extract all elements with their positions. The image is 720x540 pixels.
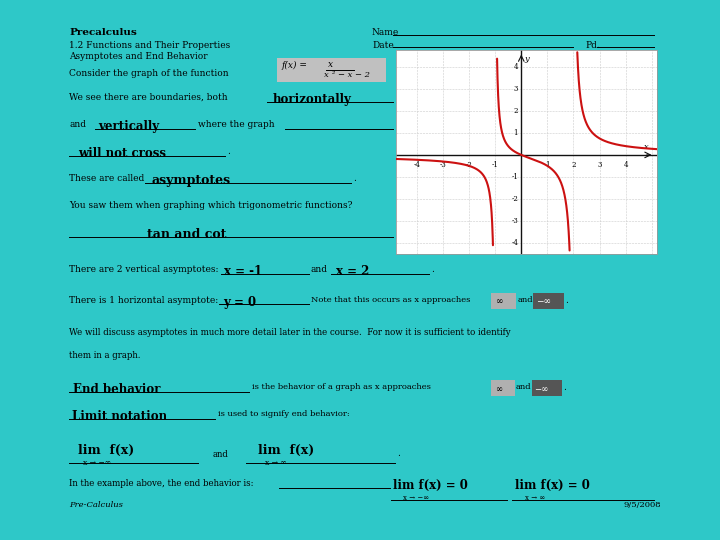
Text: 1.2 Functions and Their Properties: 1.2 Functions and Their Properties bbox=[69, 40, 230, 50]
Text: End behavior: End behavior bbox=[73, 383, 161, 396]
Text: ∞: ∞ bbox=[495, 298, 503, 307]
Text: ∞: ∞ bbox=[495, 384, 502, 394]
Text: Pd.: Pd. bbox=[585, 40, 600, 50]
Text: There is 1 horizontal asymptote:: There is 1 horizontal asymptote: bbox=[69, 295, 218, 305]
Text: x → −∞: x → −∞ bbox=[83, 460, 111, 467]
Text: -2: -2 bbox=[511, 195, 518, 203]
Text: x: x bbox=[324, 71, 329, 79]
Text: x = 2: x = 2 bbox=[336, 265, 369, 278]
Text: is the behavior of a graph as x approaches: is the behavior of a graph as x approach… bbox=[252, 383, 431, 391]
Text: x → ∞: x → ∞ bbox=[525, 494, 545, 502]
Text: 4: 4 bbox=[624, 161, 628, 170]
Text: 1: 1 bbox=[545, 161, 549, 170]
Text: Pre-Calculus: Pre-Calculus bbox=[69, 501, 123, 509]
Text: x → −∞: x → −∞ bbox=[403, 494, 429, 502]
FancyBboxPatch shape bbox=[533, 293, 564, 309]
Text: .: . bbox=[565, 295, 568, 305]
Text: 3: 3 bbox=[514, 85, 518, 93]
Text: Asymptotes and End Behavior: Asymptotes and End Behavior bbox=[69, 52, 207, 62]
Text: tan and cot: tan and cot bbox=[147, 228, 226, 241]
Text: Precalculus: Precalculus bbox=[69, 29, 137, 37]
Text: 2: 2 bbox=[571, 161, 576, 170]
Text: ² − x − 2: ² − x − 2 bbox=[332, 71, 370, 79]
Text: Date: Date bbox=[372, 40, 394, 50]
Text: Limit notation: Limit notation bbox=[72, 410, 167, 423]
FancyBboxPatch shape bbox=[277, 58, 386, 82]
Text: You saw them when graphing which trigonometric functions?: You saw them when graphing which trigono… bbox=[69, 201, 352, 210]
Text: and: and bbox=[516, 383, 531, 391]
Text: .: . bbox=[431, 265, 433, 274]
Text: them in a graph.: them in a graph. bbox=[69, 351, 140, 360]
Text: −∞: −∞ bbox=[534, 384, 549, 394]
Text: and: and bbox=[213, 449, 229, 458]
Text: 2: 2 bbox=[513, 107, 518, 115]
Text: -1: -1 bbox=[492, 161, 499, 170]
Text: -2: -2 bbox=[466, 161, 472, 170]
Text: y: y bbox=[524, 55, 529, 63]
Text: In the example above, the end behavior is:: In the example above, the end behavior i… bbox=[69, 479, 253, 488]
Text: where the graph: where the graph bbox=[198, 120, 274, 129]
Text: f(x) =: f(x) = bbox=[282, 61, 308, 70]
FancyBboxPatch shape bbox=[531, 380, 562, 396]
Text: is used to signify end behavior:: is used to signify end behavior: bbox=[218, 410, 349, 418]
Text: 4: 4 bbox=[513, 63, 518, 71]
Text: −∞: −∞ bbox=[536, 298, 551, 307]
Text: .: . bbox=[397, 449, 400, 457]
Text: x = -1: x = -1 bbox=[225, 265, 263, 278]
Text: -4: -4 bbox=[511, 239, 518, 247]
Text: x: x bbox=[644, 143, 649, 151]
Text: lim  f(x): lim f(x) bbox=[258, 444, 314, 457]
Text: and: and bbox=[311, 265, 328, 274]
Text: 1: 1 bbox=[513, 129, 518, 137]
Text: -1: -1 bbox=[511, 173, 518, 181]
Text: lim f(x) = 0: lim f(x) = 0 bbox=[393, 479, 468, 492]
Text: 9/5/2008: 9/5/2008 bbox=[624, 501, 662, 509]
Text: lim  f(x): lim f(x) bbox=[78, 444, 134, 457]
Text: -4: -4 bbox=[413, 161, 420, 170]
Text: 3: 3 bbox=[598, 161, 602, 170]
FancyBboxPatch shape bbox=[491, 380, 515, 396]
Text: We will discuss asymptotes in much more detail later in the course.  For now it : We will discuss asymptotes in much more … bbox=[69, 327, 510, 336]
Text: There are 2 vertical asymptotes:: There are 2 vertical asymptotes: bbox=[69, 265, 218, 274]
Text: -3: -3 bbox=[440, 161, 446, 170]
Text: and: and bbox=[517, 295, 533, 303]
Text: .: . bbox=[563, 383, 566, 392]
Text: horizontally: horizontally bbox=[273, 93, 352, 106]
Text: vertically: vertically bbox=[98, 120, 159, 133]
Text: .: . bbox=[227, 147, 230, 156]
Text: -3: -3 bbox=[511, 217, 518, 225]
Text: lim f(x) = 0: lim f(x) = 0 bbox=[515, 479, 590, 492]
Text: Consider the graph of the function: Consider the graph of the function bbox=[69, 69, 229, 78]
Text: .: . bbox=[353, 174, 356, 183]
Text: We see there are boundaries, both: We see there are boundaries, both bbox=[69, 93, 228, 102]
Text: will not cross: will not cross bbox=[78, 147, 166, 160]
Text: asymptotes: asymptotes bbox=[151, 174, 230, 187]
Text: and: and bbox=[69, 120, 86, 129]
Text: These are called: These are called bbox=[69, 174, 144, 183]
Text: x → ∞: x → ∞ bbox=[265, 460, 287, 467]
FancyBboxPatch shape bbox=[491, 293, 516, 309]
Text: y = 0: y = 0 bbox=[223, 295, 256, 308]
Text: Note that this occurs as x approaches: Note that this occurs as x approaches bbox=[311, 295, 470, 303]
Text: Name: Name bbox=[372, 29, 400, 37]
Text: x: x bbox=[328, 60, 333, 69]
